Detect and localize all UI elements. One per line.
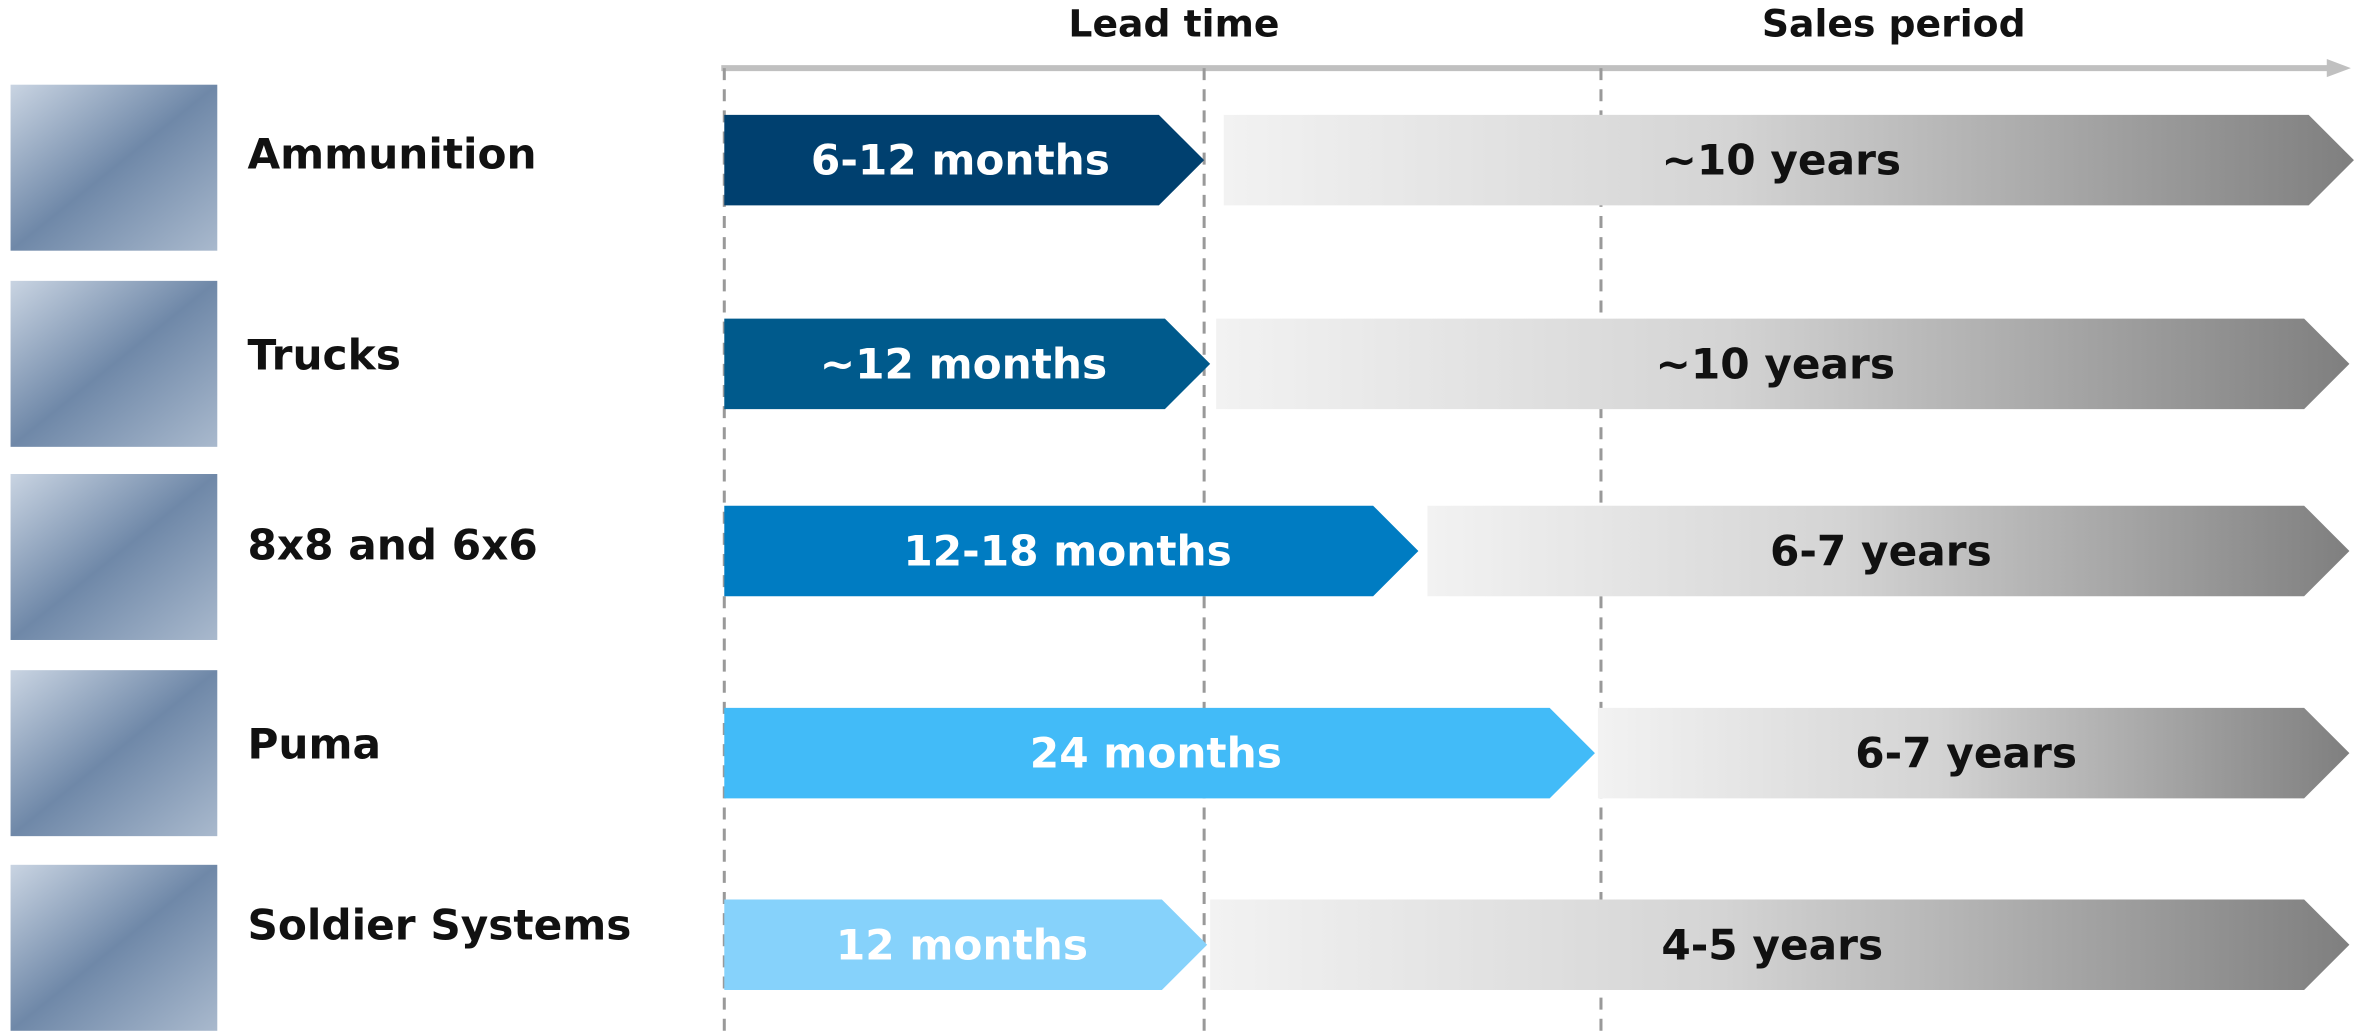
row-label: Puma [247, 720, 381, 769]
sales-text: 4-5 years [1661, 920, 1883, 969]
lead-text: 12 months [836, 920, 1088, 969]
row-label: Soldier Systems [247, 901, 631, 950]
row-label: Trucks [247, 330, 400, 379]
sales-arrow [1223, 114, 2354, 206]
sales-header: Sales period [1762, 1, 2026, 45]
row-image [10, 670, 218, 837]
sales-text: 6-7 years [1855, 729, 2077, 778]
lead-arrow [724, 899, 1208, 991]
sales-text: 6-7 years [1770, 526, 1992, 575]
lead-arrow [724, 707, 1595, 799]
row-label: Ammunition [247, 130, 536, 179]
row-image [10, 280, 218, 447]
sales-arrow [1597, 707, 2350, 799]
lead-text: 12-18 months [903, 526, 1231, 575]
lead-header: Lead time [1068, 1, 1279, 45]
sales-text: ~10 years [1661, 136, 1901, 185]
lead-arrow [724, 318, 1211, 410]
lead-text: 6-12 months [811, 136, 1110, 185]
row-label: 8x8 and 6x6 [247, 520, 537, 569]
sales-arrow [1427, 505, 2350, 597]
lead-arrow [724, 114, 1205, 206]
lead-text: ~12 months [820, 339, 1107, 388]
row-image [10, 84, 218, 251]
sales-text: ~10 years [1655, 339, 1895, 388]
row-image [10, 864, 218, 1031]
sales-arrow [1216, 318, 2350, 410]
axis-arrowhead [2326, 59, 2351, 78]
lead-text: 24 months [1030, 729, 1282, 778]
row-image [10, 474, 218, 640]
sales-arrow [1210, 899, 2350, 991]
lead-arrow [724, 505, 1419, 597]
